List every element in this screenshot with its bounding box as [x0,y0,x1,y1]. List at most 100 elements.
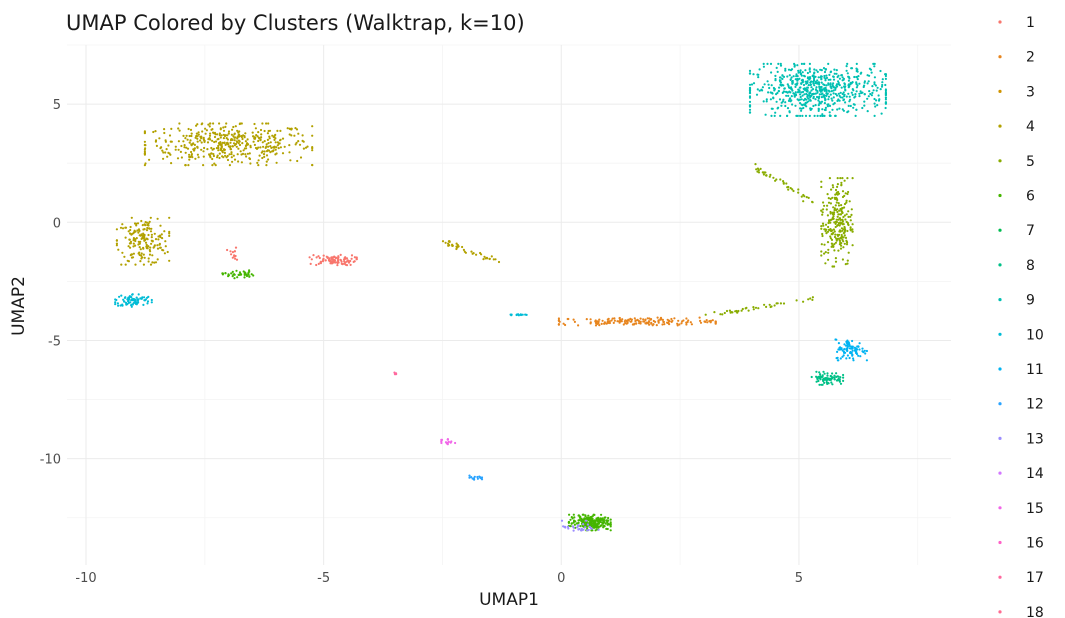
data-point [818,85,821,88]
data-point [838,239,841,242]
data-point [796,82,799,85]
data-point [581,513,584,516]
data-point [308,256,311,259]
legend-label: 6 [1026,189,1035,205]
data-point [129,246,132,249]
data-point [821,92,824,95]
data-point [837,218,840,221]
data-point [819,373,822,376]
legend-item-2: 2 [998,50,1035,66]
data-point [232,154,235,157]
data-point [663,323,666,326]
data-point [866,97,869,100]
data-point [245,273,248,276]
data-point [163,230,166,233]
data-point [832,206,835,209]
data-point [129,225,132,229]
data-point [765,98,768,101]
data-point [839,177,842,180]
data-point [151,261,154,264]
data-point [260,136,263,139]
data-point [598,318,601,321]
data-point [852,106,855,109]
data-point [283,145,286,148]
data-point [243,273,246,276]
data-point [842,379,845,382]
data-point [121,223,124,226]
data-point [849,219,852,222]
data-point [826,204,829,207]
data-point [601,319,604,322]
data-point [222,126,225,129]
data-point [834,92,837,96]
data-point [117,248,120,251]
data-point [831,108,834,111]
data-point [297,140,300,143]
data-point [573,516,576,519]
data-point [607,522,610,525]
data-point [849,215,852,218]
data-point [829,237,833,240]
data-point [463,250,466,253]
data-point [336,264,339,267]
data-point [848,95,851,98]
data-point [190,153,193,156]
data-point [823,252,826,255]
data-point [809,96,812,99]
data-point [845,199,848,202]
data-point [567,527,570,530]
data-point [813,68,816,71]
data-point [297,132,300,135]
data-point [830,230,833,233]
data-point [676,322,679,325]
data-point [820,100,824,103]
data-point [572,529,575,532]
legend-key [998,228,1002,232]
data-point [265,154,269,157]
data-point [196,153,199,156]
data-point [853,346,857,349]
data-point [834,222,837,225]
data-point [143,153,146,156]
data-point [820,250,823,253]
data-point [199,139,202,142]
data-point [820,227,823,230]
data-point [881,81,884,84]
data-point [231,251,234,254]
data-point [589,322,592,325]
data-point [168,216,171,219]
data-point [867,80,870,83]
data-point [340,262,343,265]
data-point [884,88,888,91]
data-point [196,140,199,143]
data-point [163,131,166,135]
data-point [644,318,647,321]
data-point [471,477,474,480]
data-point [807,84,810,87]
data-point [642,320,645,323]
data-point [823,243,826,246]
data-point [124,236,127,239]
data-point [220,146,223,149]
data-point [195,132,198,135]
data-point [761,171,764,174]
data-point [757,171,761,174]
data-point [229,141,232,144]
data-point [234,257,237,260]
data-point [585,519,588,522]
data-point [575,522,578,525]
data-point [189,139,192,142]
data-point [806,94,809,97]
data-point [714,321,717,324]
data-point [315,256,318,259]
data-point [456,246,459,249]
data-point [842,354,845,357]
data-point [236,276,239,279]
data-point [639,317,642,320]
data-point [861,350,864,353]
data-point [689,321,692,324]
data-point [286,127,289,130]
data-point [176,157,180,160]
data-point [240,153,243,156]
data-point [129,240,133,243]
